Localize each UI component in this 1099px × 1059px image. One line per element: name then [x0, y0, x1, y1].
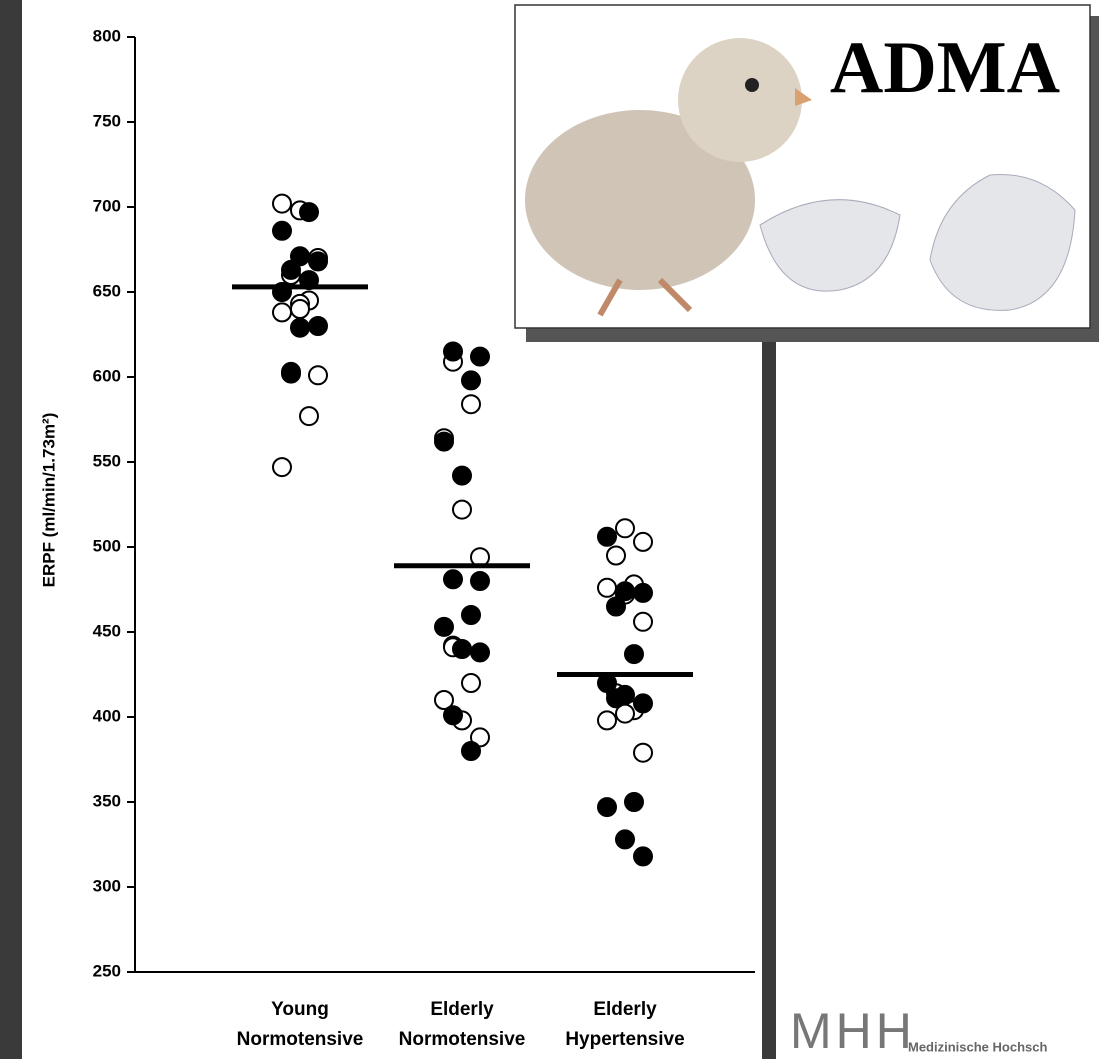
filled-point: [462, 606, 480, 624]
x-tick-label: Normotensive: [399, 1029, 526, 1050]
open-point: [453, 501, 471, 519]
logo-mark: MHH: [790, 1003, 916, 1059]
filled-point: [607, 689, 625, 707]
filled-point: [634, 584, 652, 602]
y-tick-label: 750: [93, 111, 121, 130]
x-tick-label: Normotensive: [237, 1029, 364, 1050]
filled-point: [607, 598, 625, 616]
logo-text: Medizinische Hochsch: [908, 1039, 1047, 1054]
y-tick-label: 450: [93, 621, 121, 640]
filled-point: [291, 319, 309, 337]
filled-point: [435, 618, 453, 636]
open-point: [598, 711, 616, 729]
filled-point: [625, 645, 643, 663]
open-point: [598, 579, 616, 597]
filled-point: [471, 572, 489, 590]
picture: ADMA: [515, 5, 1099, 342]
left-border: [0, 0, 22, 1059]
y-tick-label: 600: [93, 366, 121, 385]
filled-point: [300, 203, 318, 221]
filled-point: [435, 433, 453, 451]
y-tick-label: 300: [93, 876, 121, 895]
filled-point: [634, 694, 652, 712]
open-point: [309, 366, 327, 384]
filled-point: [462, 742, 480, 760]
y-tick-label: 550: [93, 451, 121, 470]
open-point: [273, 195, 291, 213]
open-point: [462, 395, 480, 413]
open-point: [616, 519, 634, 537]
chick-eye: [745, 78, 759, 92]
chick-head: [678, 38, 802, 162]
filled-point: [462, 371, 480, 389]
filled-point: [471, 643, 489, 661]
x-tick-label: Hypertensive: [565, 1029, 684, 1050]
slide: ERPF (ml/min/1.73m²) 250 300 350 400 450 500 5…: [0, 0, 1099, 1059]
panel-shadow: [762, 330, 776, 1059]
y-tick-label: 350: [93, 791, 121, 810]
y-tick-label: 500: [93, 536, 121, 555]
y-tick-label: 250: [93, 961, 121, 980]
x-tick-label: Young: [271, 999, 329, 1020]
x-tick-label: Elderly: [593, 999, 657, 1020]
open-point: [607, 547, 625, 565]
logo: MHH Medizinische Hochsch: [790, 1003, 1047, 1059]
filled-point: [598, 798, 616, 816]
y-tick-label: 700: [93, 196, 121, 215]
open-point: [634, 533, 652, 551]
filled-point: [453, 467, 471, 485]
filled-point: [444, 570, 462, 588]
open-point: [273, 458, 291, 476]
filled-point: [444, 343, 462, 361]
filled-point: [309, 252, 327, 270]
y-axis-label: ERPF (ml/min/1.73m²): [39, 413, 58, 588]
open-point: [634, 613, 652, 631]
filled-point: [309, 317, 327, 335]
filled-point: [273, 222, 291, 240]
picture-caption: ADMA: [830, 27, 1060, 109]
y-tick-label: 650: [93, 281, 121, 300]
filled-point: [616, 830, 634, 848]
filled-point: [625, 793, 643, 811]
open-point: [634, 744, 652, 762]
open-point: [462, 674, 480, 692]
x-tick-label: Elderly: [430, 999, 494, 1020]
filled-point: [471, 348, 489, 366]
filled-point: [282, 261, 300, 279]
open-point: [273, 303, 291, 321]
filled-point: [598, 528, 616, 546]
open-point: [291, 300, 309, 318]
filled-point: [634, 847, 652, 865]
y-tick-label: 400: [93, 706, 121, 725]
filled-point: [444, 706, 462, 724]
filled-point: [453, 640, 471, 658]
y-tick-label: 800: [93, 26, 121, 45]
open-point: [300, 407, 318, 425]
filled-point: [282, 363, 300, 381]
